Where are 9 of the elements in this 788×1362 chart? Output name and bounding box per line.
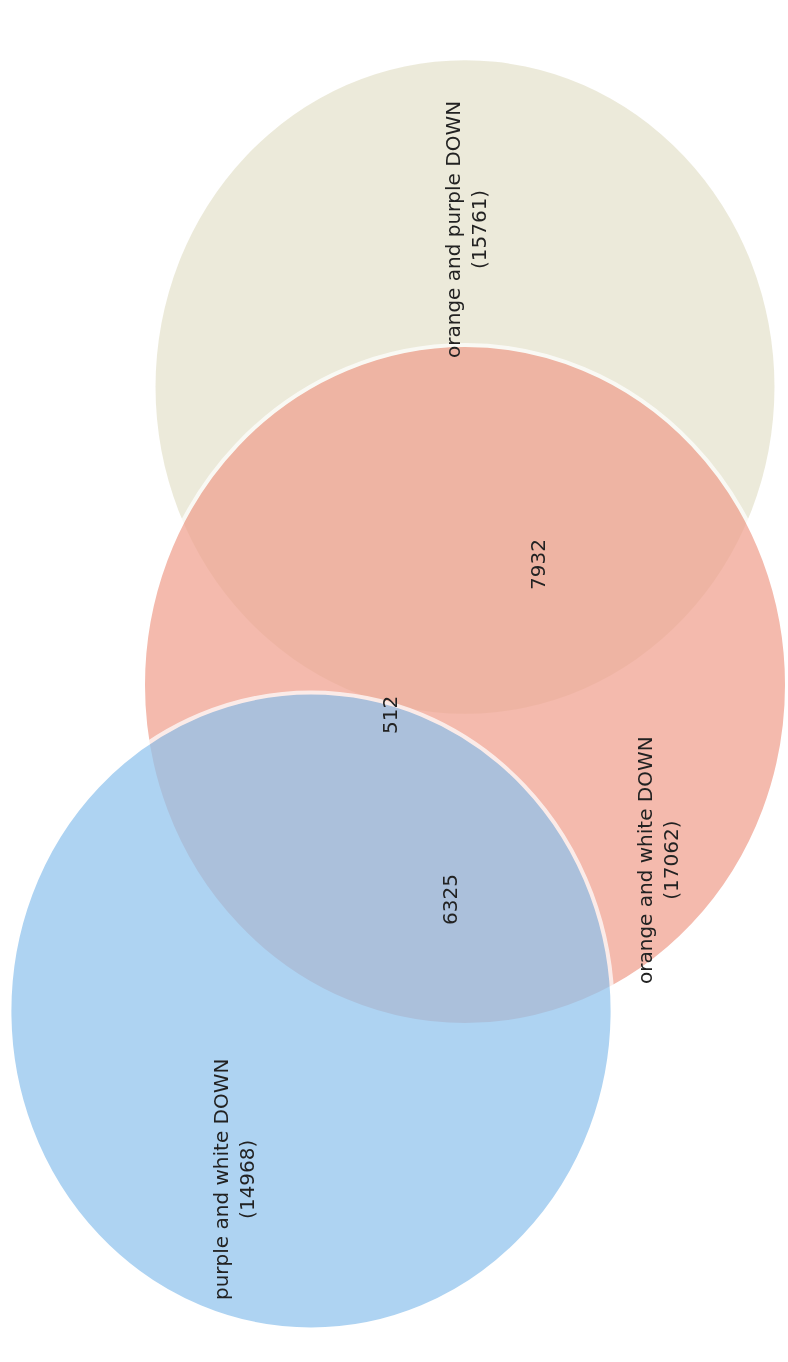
category-label: purple and white DOWN — [209, 1058, 233, 1300]
data-label: (15761) — [467, 189, 491, 270]
category-label: orange and white DOWN — [633, 736, 657, 984]
text: 6325 — [438, 874, 462, 925]
category-label: orange and purple DOWN — [441, 100, 465, 358]
data-label: (17062) — [659, 820, 683, 900]
text: 7932 — [526, 539, 550, 590]
data-label: (14968) — [235, 1139, 259, 1219]
text: 512 — [378, 695, 402, 734]
